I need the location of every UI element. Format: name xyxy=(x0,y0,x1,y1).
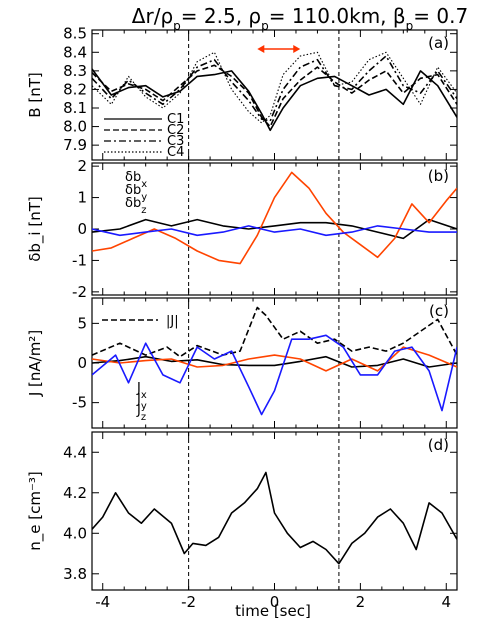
series-line xyxy=(92,55,457,122)
series-line xyxy=(92,68,457,132)
panel-label-a: (a) xyxy=(428,34,449,52)
y-tick-label: 8.2 xyxy=(63,80,87,98)
series-line xyxy=(92,355,457,368)
y-tick-label: 7.9 xyxy=(63,136,87,154)
x-tick-label: 0 xyxy=(270,593,280,611)
x-tick-label: -4 xyxy=(95,593,110,611)
x-tick-label: 4 xyxy=(441,593,451,611)
legend-label: Jz xyxy=(136,403,146,423)
y-tick-label: -2 xyxy=(72,283,87,301)
arrow-head-left xyxy=(257,45,265,53)
series-line xyxy=(92,218,457,240)
figure-title: Δr/ρp= 2.5, ρp= 110.0km, βp= 0.7 xyxy=(132,4,468,33)
series-group-b xyxy=(92,171,457,265)
y-tick-label: 2 xyxy=(77,157,87,175)
panel-label-d: (d) xyxy=(428,436,449,454)
arrow-head-right xyxy=(293,45,301,53)
y-axis-label-b: δb_i [nT] xyxy=(26,196,45,262)
legend-label: Jx xyxy=(136,381,147,401)
y-tick-label: 8.1 xyxy=(63,99,87,117)
panel-label-c: (c) xyxy=(429,302,449,320)
y-tick-label: 4.2 xyxy=(63,484,87,502)
y-tick-label: 8.5 xyxy=(63,25,87,43)
x-axis-label: time [sec] xyxy=(235,602,311,620)
series-group-c xyxy=(92,306,457,416)
series-line xyxy=(92,225,457,237)
legend-label: C3 xyxy=(167,134,184,149)
legend-label: |J| xyxy=(166,314,179,329)
series-line xyxy=(92,306,457,358)
series-line xyxy=(92,64,457,128)
x-tick-label: 2 xyxy=(356,593,366,611)
legend-label: C2 xyxy=(167,123,184,138)
y-tick-label: 1 xyxy=(77,189,87,207)
legend-label: C1 xyxy=(167,112,184,127)
y-tick-label: 4.4 xyxy=(63,443,87,461)
panel-label-b: (b) xyxy=(428,167,449,185)
series-group-a xyxy=(92,51,457,132)
y-tick-label: 3.8 xyxy=(63,565,87,583)
legend-label: C4 xyxy=(167,145,184,160)
x-tick-label: -2 xyxy=(181,593,196,611)
y-tick-label: 8.0 xyxy=(63,118,87,136)
y-tick-label: -1 xyxy=(72,251,87,269)
y-axis-label-a: B [nT] xyxy=(26,72,44,117)
y-tick-label: -5 xyxy=(72,394,87,412)
legend-label: δbx xyxy=(125,170,147,190)
y-tick-label: 8.3 xyxy=(63,62,87,80)
time-scale-arrow xyxy=(257,45,301,53)
series-line xyxy=(92,51,457,124)
y-tick-label: 0 xyxy=(77,354,87,372)
y-tick-label: 4.0 xyxy=(63,524,87,542)
series-line xyxy=(92,171,457,265)
legend-label: δby xyxy=(125,183,147,203)
series-group-d xyxy=(92,471,457,565)
panel-d: 3.8 4.0 4.2 4.4 (d) n_e [cm⁻³] xyxy=(26,431,458,591)
series-line xyxy=(92,334,457,416)
legend-label: Jy xyxy=(136,392,147,412)
y-axis-label-c: J [nA/m²] xyxy=(26,330,44,397)
y-tick-label: 8.4 xyxy=(63,43,87,61)
y-tick-label: 5 xyxy=(77,314,87,332)
x-axis: -4 -2 0 2 4 xyxy=(95,593,451,611)
panels: 7.98.08.18.28.38.48.5(a)B [nT]C1C2C3C4-2… xyxy=(26,25,458,591)
legend-label: δbz xyxy=(125,196,146,216)
series-line xyxy=(92,471,457,565)
y-axis-label-d: n_e [cm⁻³] xyxy=(26,471,45,551)
y-tick-label: 0 xyxy=(77,220,87,238)
